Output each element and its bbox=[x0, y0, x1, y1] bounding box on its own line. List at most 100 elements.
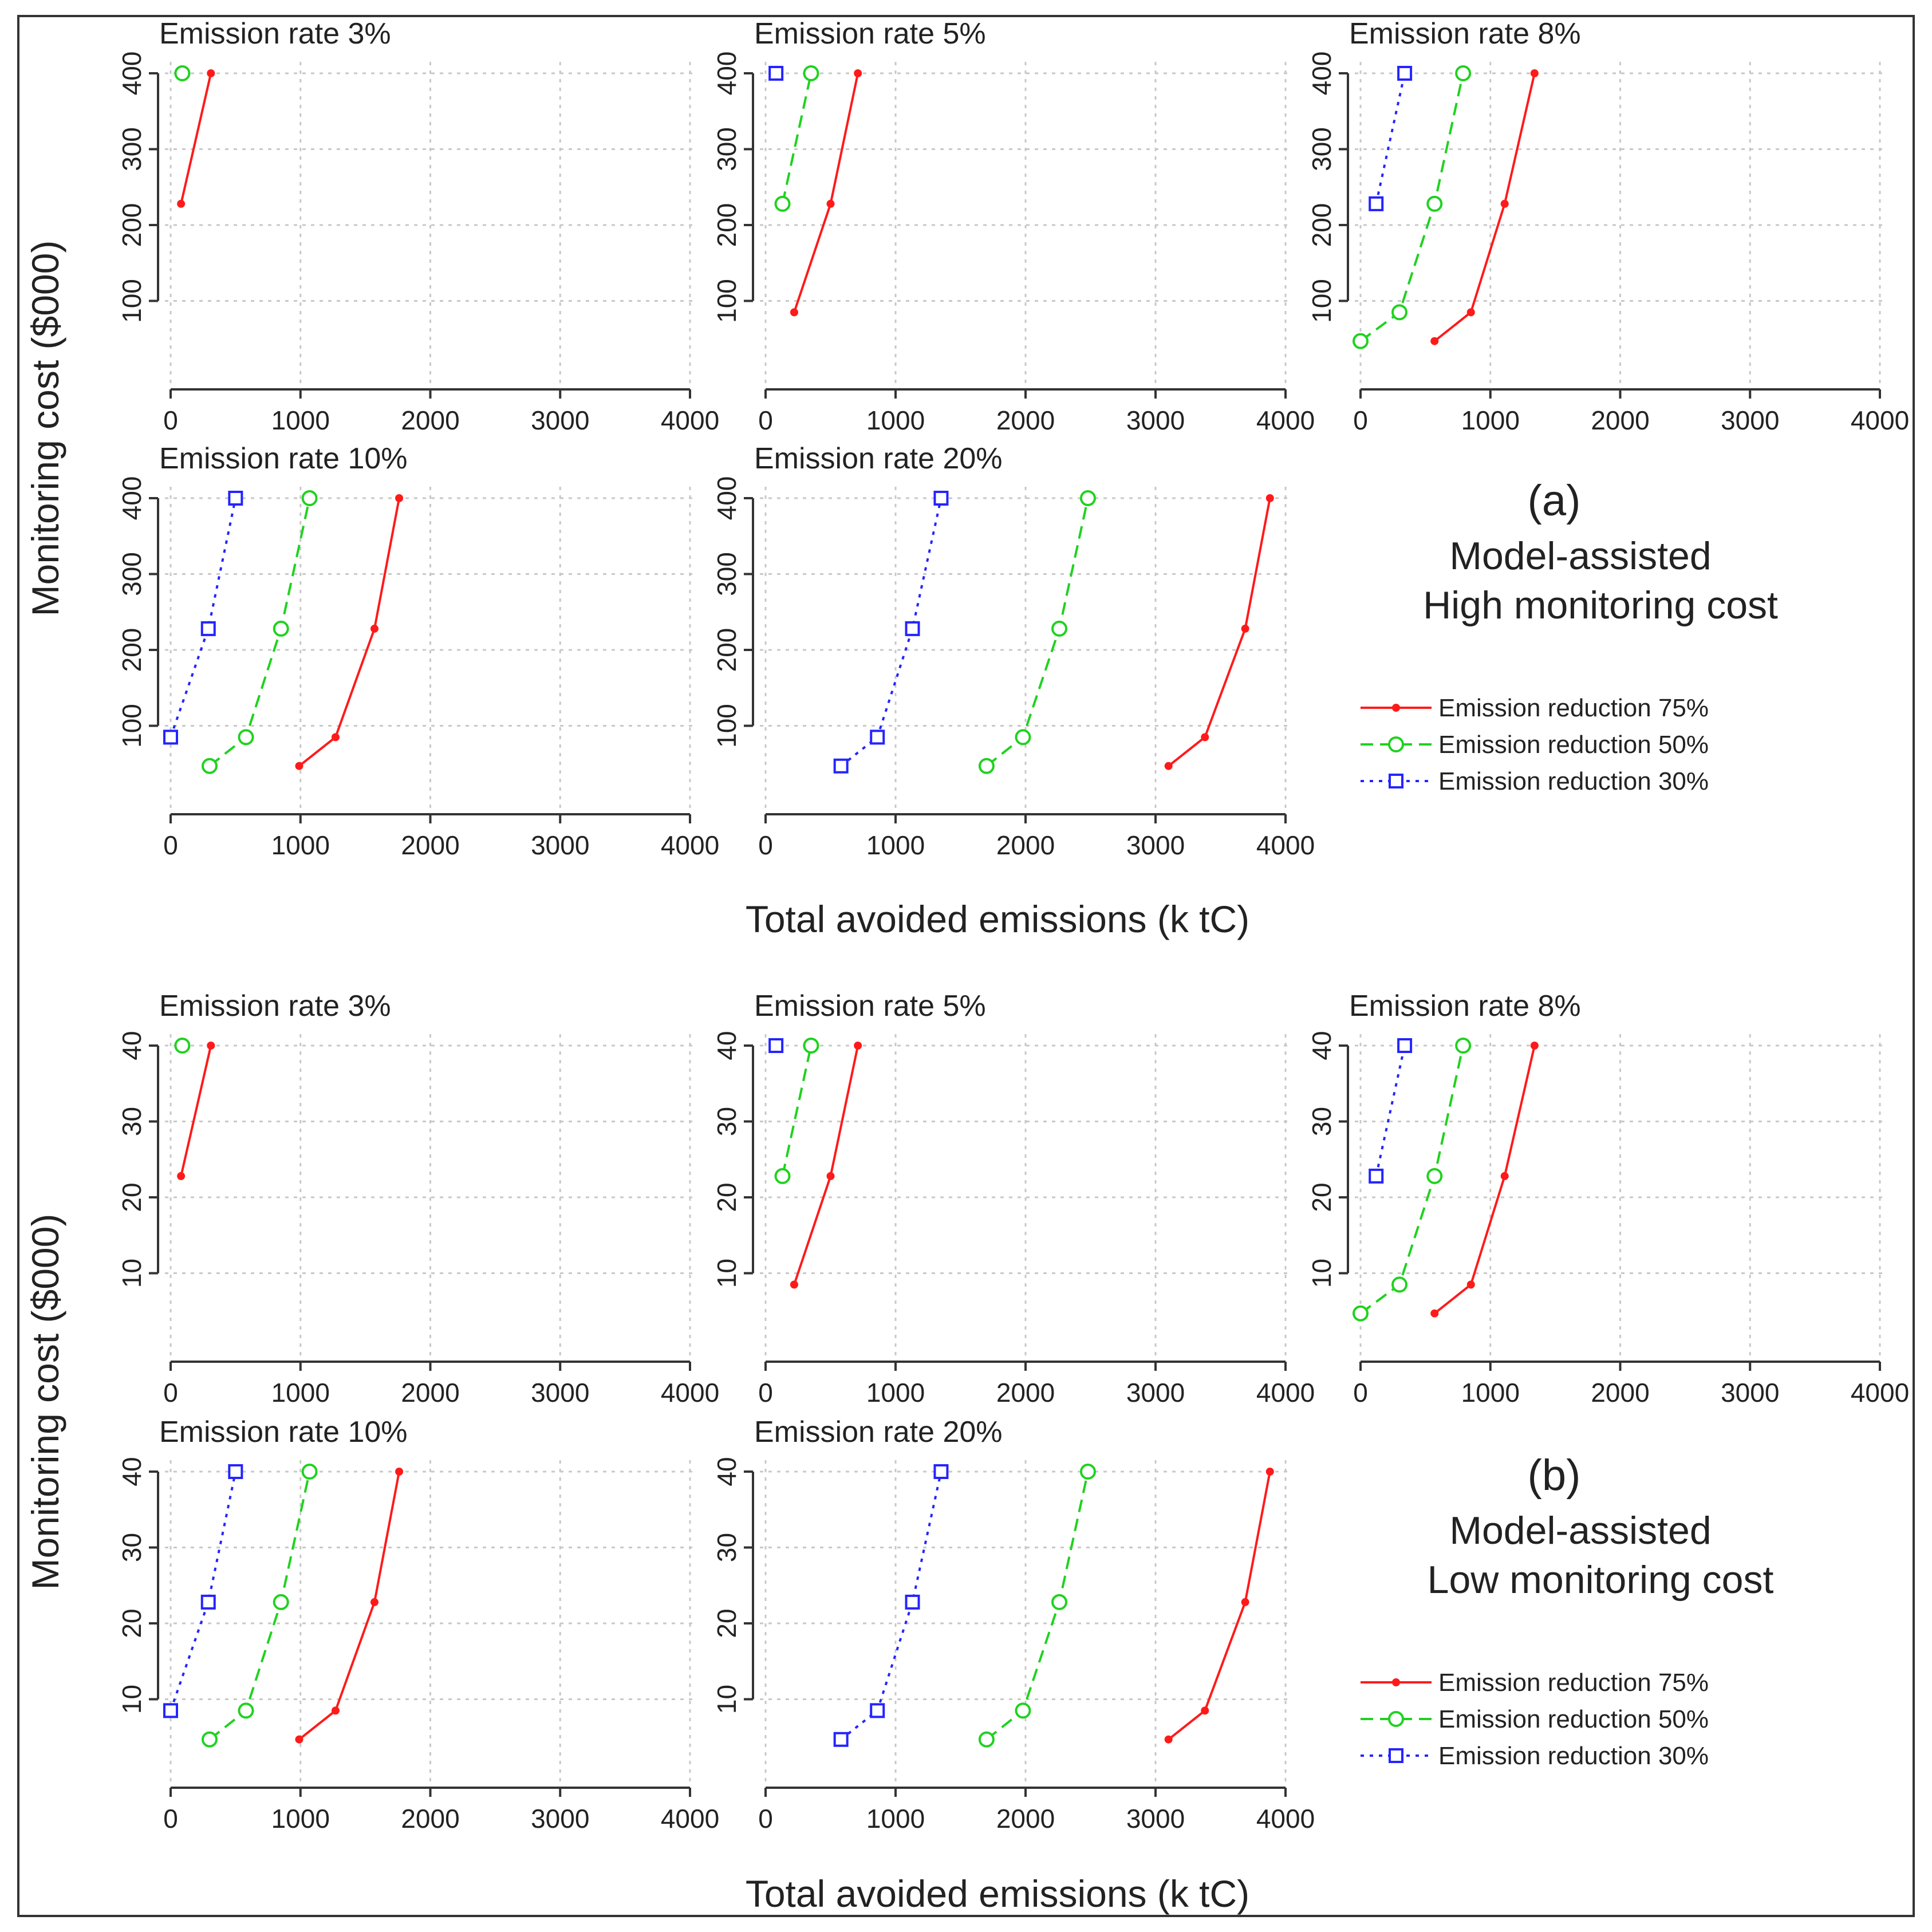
x-tick-label: 4000 bbox=[1851, 405, 1909, 435]
panel-title: Emission rate 8% bbox=[1349, 989, 1581, 1023]
x-tick-label: 1000 bbox=[271, 1378, 330, 1407]
data-point bbox=[1164, 762, 1173, 770]
data-point bbox=[1079, 1464, 1096, 1480]
data-point bbox=[933, 1464, 949, 1479]
data-point bbox=[163, 1703, 178, 1718]
data-point bbox=[273, 620, 289, 637]
x-tick-label: 0 bbox=[163, 1378, 178, 1407]
data-point bbox=[295, 1735, 303, 1744]
x-tick-label: 2000 bbox=[401, 1378, 459, 1407]
x-tick-label: 4000 bbox=[1851, 1378, 1909, 1407]
panel-title: Emission rate 10% bbox=[159, 442, 408, 475]
y-tick-label: 400 bbox=[117, 52, 147, 96]
data-point bbox=[1389, 1748, 1403, 1763]
data-point bbox=[854, 1042, 862, 1050]
data-point bbox=[207, 1042, 215, 1050]
x-tick-label: 4000 bbox=[1256, 830, 1315, 860]
data-point bbox=[1201, 1706, 1209, 1715]
x-tick-label: 3000 bbox=[531, 830, 589, 860]
data-point bbox=[202, 758, 218, 774]
series-line bbox=[1168, 1471, 1271, 1741]
y-tick-label: 100 bbox=[1307, 279, 1336, 323]
legend-label: Emission reduction 30% bbox=[1438, 767, 1709, 795]
data-point bbox=[1430, 1309, 1439, 1318]
x-tick-label: 3000 bbox=[531, 1804, 589, 1834]
series-line bbox=[180, 73, 212, 204]
data-point bbox=[978, 758, 995, 774]
data-point bbox=[228, 491, 243, 506]
x-tick-label: 0 bbox=[1353, 1378, 1368, 1407]
data-point bbox=[200, 621, 216, 636]
data-point bbox=[833, 1732, 849, 1747]
x-tick-label: 3000 bbox=[531, 405, 589, 435]
data-point bbox=[1051, 620, 1068, 637]
legend: Emission reduction 75% Emission reduction… bbox=[1361, 1669, 1709, 1770]
y-tick-label: 30 bbox=[117, 1107, 147, 1136]
data-point bbox=[854, 69, 862, 77]
data-point bbox=[1369, 196, 1384, 211]
panel-title: Emission rate 5% bbox=[754, 17, 986, 50]
x-tick-label: 4000 bbox=[661, 1378, 719, 1407]
data-point bbox=[331, 733, 340, 742]
x-tick-label: 1000 bbox=[866, 1804, 925, 1834]
y-tick-label: 20 bbox=[712, 1608, 742, 1638]
x-tick-label: 1000 bbox=[271, 830, 330, 860]
y-tick-label: 200 bbox=[712, 628, 742, 672]
data-point bbox=[1530, 69, 1539, 77]
data-point bbox=[1500, 1172, 1509, 1180]
x-tick-label: 3000 bbox=[1126, 830, 1185, 860]
data-point bbox=[1388, 736, 1404, 752]
data-point bbox=[238, 1702, 254, 1719]
data-point bbox=[1430, 337, 1439, 345]
data-point bbox=[1015, 1702, 1031, 1719]
chart-panel-3: 0 1000 2000 3000 4000 100 200 300 400 Emission ra… bbox=[1307, 17, 1909, 435]
y-tick-label: 200 bbox=[712, 203, 742, 247]
x-tick-label: 0 bbox=[758, 1804, 773, 1834]
data-point bbox=[774, 1168, 791, 1184]
data-point bbox=[1466, 308, 1475, 317]
series-line bbox=[985, 498, 1089, 767]
data-point bbox=[174, 65, 191, 81]
y-tick-label: 30 bbox=[712, 1107, 742, 1136]
data-point bbox=[1426, 1168, 1443, 1184]
series-line bbox=[840, 498, 943, 767]
data-point bbox=[826, 199, 835, 208]
data-point bbox=[395, 494, 404, 502]
data-point bbox=[1389, 774, 1403, 788]
x-tick-label: 2000 bbox=[996, 1804, 1055, 1834]
panel-title: Emission rate 10% bbox=[159, 1416, 408, 1449]
x-tick-label: 4000 bbox=[1256, 1804, 1315, 1834]
x-tick-label: 0 bbox=[758, 405, 773, 435]
chart-panel-6: 0 1000 2000 3000 4000 10 20 30 40 Emission rate 3… bbox=[117, 989, 719, 1407]
data-point bbox=[238, 729, 254, 746]
data-point bbox=[1353, 1305, 1369, 1322]
y-tick-label: 10 bbox=[117, 1259, 147, 1288]
x-tick-label: 0 bbox=[758, 830, 773, 860]
legend-label: Emission reduction 50% bbox=[1438, 1705, 1709, 1733]
series-line bbox=[840, 1471, 943, 1741]
data-point bbox=[1015, 729, 1031, 746]
section-label-line2: Low monitoring cost bbox=[1428, 1558, 1774, 1602]
data-point bbox=[1397, 1038, 1413, 1053]
chart-panel-7: 0 1000 2000 3000 4000 10 20 30 40 Emission rate 5… bbox=[712, 989, 1315, 1407]
data-point bbox=[978, 1731, 995, 1748]
data-point bbox=[163, 730, 178, 745]
data-point bbox=[1265, 1468, 1274, 1476]
x-tick-label: 3000 bbox=[1126, 1804, 1185, 1834]
y-tick-label: 40 bbox=[1307, 1031, 1336, 1060]
x-tick-label: 1000 bbox=[1461, 1378, 1520, 1407]
data-point bbox=[177, 199, 186, 208]
series-line bbox=[1168, 498, 1271, 767]
series-line bbox=[180, 1045, 212, 1177]
figure-border bbox=[17, 15, 1915, 1917]
x-tick-label: 3000 bbox=[531, 1378, 589, 1407]
data-point bbox=[870, 1703, 885, 1718]
data-point bbox=[1241, 1598, 1249, 1606]
x-tick-label: 4000 bbox=[1256, 405, 1315, 435]
data-point bbox=[905, 621, 920, 636]
legend-label: Emission reduction 50% bbox=[1438, 731, 1709, 759]
data-point bbox=[331, 1706, 340, 1715]
y-tick-label: 10 bbox=[712, 1685, 742, 1714]
data-point bbox=[1466, 1280, 1475, 1289]
data-point bbox=[1353, 333, 1369, 349]
